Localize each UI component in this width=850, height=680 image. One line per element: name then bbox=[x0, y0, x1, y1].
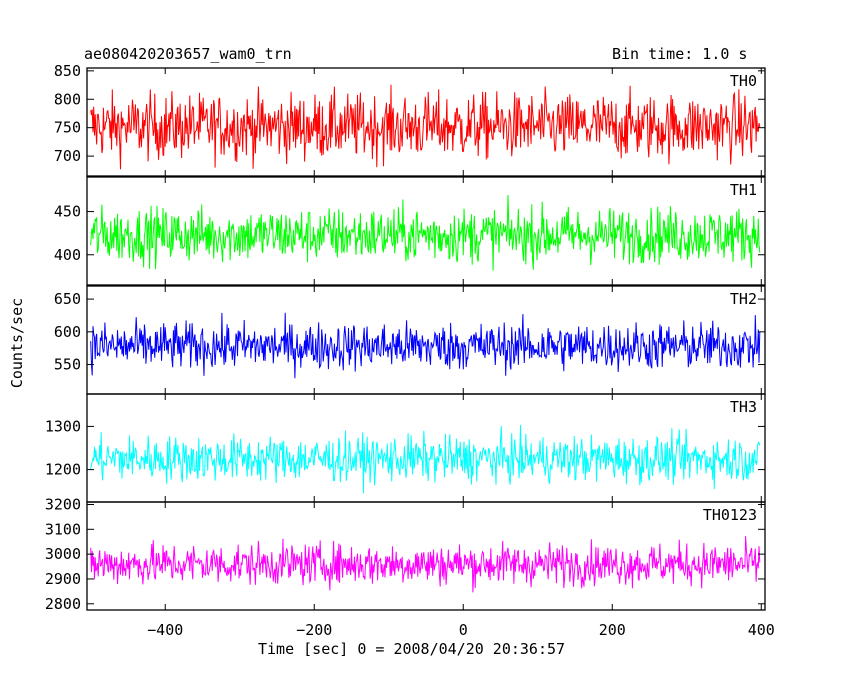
y-tick-label: 400 bbox=[54, 246, 81, 264]
x-tick-label: −200 bbox=[296, 621, 332, 639]
y-tick-label: 600 bbox=[54, 323, 81, 341]
x-axis-label: Time [sec] 0 = 2008/04/20 20:36:57 bbox=[258, 640, 566, 658]
x-tick-label: 0 bbox=[459, 621, 468, 639]
y-tick-label: 3100 bbox=[45, 520, 81, 538]
panel-label-th3: TH3 bbox=[730, 398, 757, 416]
panel-label-th0123: TH0123 bbox=[703, 506, 757, 524]
y-tick-label: 800 bbox=[54, 90, 81, 108]
y-tick-label: 750 bbox=[54, 119, 81, 137]
y-tick-label: 850 bbox=[54, 62, 81, 80]
panel-frame-th3 bbox=[86, 393, 766, 503]
panel-label-th0: TH0 bbox=[730, 72, 757, 90]
series-th0123 bbox=[90, 536, 761, 593]
y-tick-label: 650 bbox=[54, 290, 81, 308]
x-tick-label: 200 bbox=[599, 621, 626, 639]
bin-time-label: Bin time: 1.0 s bbox=[612, 45, 748, 63]
panel-frame-th0123 bbox=[86, 501, 766, 611]
y-tick-label: 2800 bbox=[45, 595, 81, 613]
series-th1 bbox=[90, 194, 761, 271]
series-th2 bbox=[90, 312, 761, 379]
panel-label-th2: TH2 bbox=[730, 290, 757, 308]
panel-frame-th0 bbox=[86, 67, 766, 177]
y-axis-label: Counts/sec bbox=[8, 297, 27, 389]
panel-label-th1: TH1 bbox=[730, 181, 757, 199]
x-tick-label: −400 bbox=[147, 621, 183, 639]
series-th0 bbox=[90, 84, 761, 170]
y-tick-label: 3000 bbox=[45, 545, 81, 563]
y-tick-label: 550 bbox=[54, 356, 81, 374]
series-th3 bbox=[90, 424, 761, 494]
y-tick-label: 700 bbox=[54, 147, 81, 165]
y-tick-label: 1300 bbox=[45, 417, 81, 435]
y-tick-label: 3200 bbox=[45, 495, 81, 513]
y-tick-label: 2900 bbox=[45, 570, 81, 588]
panel-frame-th1 bbox=[86, 176, 766, 286]
observation-title: ae080420203657_wam0_trn bbox=[84, 45, 292, 63]
y-tick-label: 450 bbox=[54, 203, 81, 221]
x-tick-label: 400 bbox=[748, 621, 775, 639]
y-tick-label: 1200 bbox=[45, 461, 81, 479]
